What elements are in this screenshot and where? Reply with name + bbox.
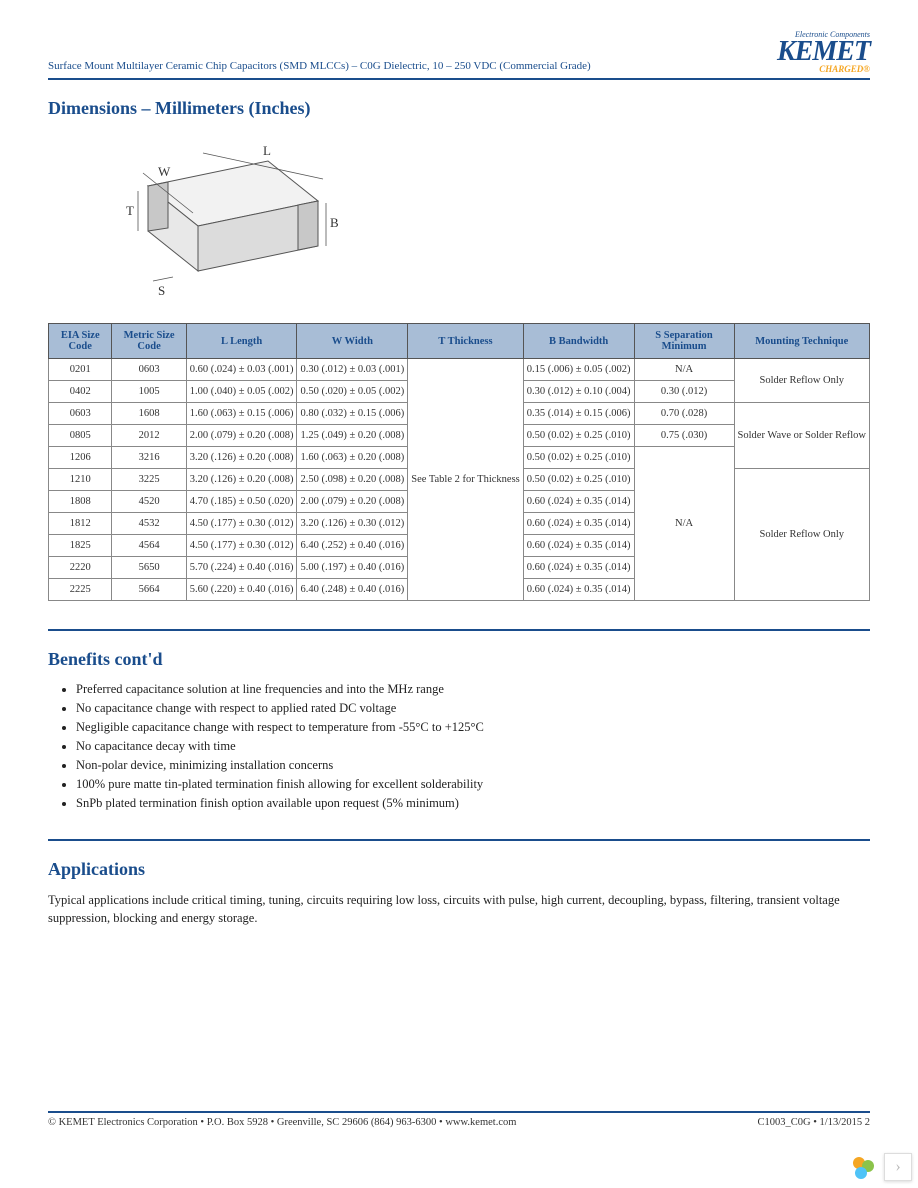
divider: [48, 629, 870, 631]
document-title: Surface Mount Multilayer Ceramic Chip Ca…: [48, 30, 591, 72]
logo-brand: KEMET: [777, 39, 870, 64]
col-separation: S Separation Minimum: [634, 324, 734, 359]
diagram-label-b: B: [330, 215, 338, 230]
benefits-heading: Benefits cont'd: [48, 649, 870, 670]
diagram-label-t: T: [126, 203, 134, 218]
col-eia: EIA Size Code: [49, 324, 112, 359]
benefit-item: Preferred capacitance solution at line f…: [76, 682, 870, 697]
dimensions-heading: Dimensions – Millimeters (Inches): [48, 98, 870, 119]
benefit-item: Negligible capacitance change with respe…: [76, 720, 870, 735]
benefit-item: SnPb plated termination finish option av…: [76, 796, 870, 811]
table-row: 020106030.60 (.024) ± 0.03 (.001)0.30 (.…: [49, 359, 870, 381]
diagram-label-w: W: [158, 164, 171, 179]
diagram-label-l: L: [263, 143, 271, 158]
logo-sub: CHARGED: [819, 64, 863, 74]
col-length: L Length: [186, 324, 297, 359]
col-bandwidth: B Bandwidth: [523, 324, 634, 359]
applications-heading: Applications: [48, 859, 870, 880]
applications-text: Typical applications include critical ti…: [48, 892, 870, 927]
footer-right: C1003_C0G • 1/13/2015 2: [758, 1117, 870, 1128]
col-metric: Metric Size Code: [112, 324, 186, 359]
page-footer: © KEMET Electronics Corporation • P.O. B…: [48, 1111, 870, 1128]
dimensions-table: EIA Size Code Metric Size Code L Length …: [48, 323, 870, 601]
benefit-item: No capacitance change with respect to ap…: [76, 701, 870, 716]
chip-diagram: W L T B S: [78, 131, 870, 305]
benefit-item: 100% pure matte tin-plated termination f…: [76, 777, 870, 792]
benefit-item: No capacitance decay with time: [76, 739, 870, 754]
footer-left: © KEMET Electronics Corporation • P.O. B…: [48, 1117, 516, 1128]
benefits-list: Preferred capacitance solution at line f…: [48, 682, 870, 811]
nav-logo-icon: [848, 1152, 878, 1182]
divider: [48, 839, 870, 841]
page-header: Surface Mount Multilayer Ceramic Chip Ca…: [48, 30, 870, 80]
col-thickness: T Thickness: [408, 324, 524, 359]
next-page-button[interactable]: ›: [884, 1153, 912, 1181]
col-width: W Width: [297, 324, 408, 359]
benefit-item: Non-polar device, minimizing installatio…: [76, 758, 870, 773]
col-mounting: Mounting Technique: [734, 324, 869, 359]
page-nav-widget: ›: [848, 1152, 912, 1182]
brand-logo: Electronic Components KEMET CHARGED®: [777, 30, 870, 74]
diagram-label-s: S: [158, 283, 165, 298]
